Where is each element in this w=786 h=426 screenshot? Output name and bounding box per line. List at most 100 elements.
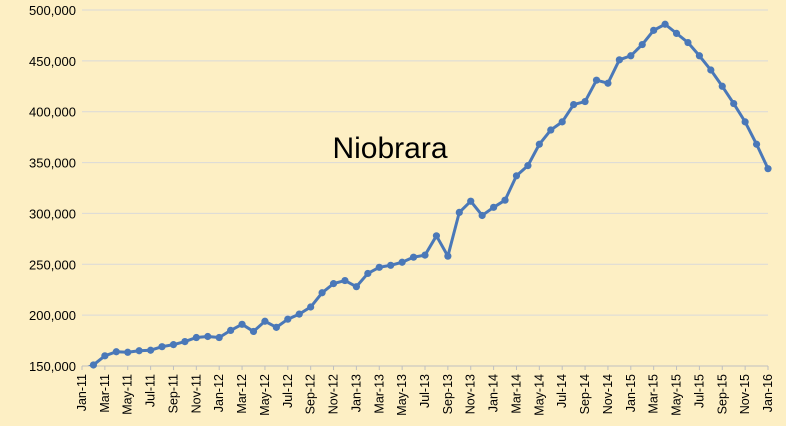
data-point xyxy=(398,258,406,266)
y-tick-label: 400,000 xyxy=(29,105,76,120)
data-point xyxy=(329,280,338,288)
data-point xyxy=(215,333,223,342)
data-point xyxy=(695,52,704,60)
data-point xyxy=(227,326,235,334)
data-point xyxy=(341,276,349,285)
data-point xyxy=(112,348,120,356)
x-tick-label: Sep-13 xyxy=(441,374,455,414)
x-tick-label: Sep-12 xyxy=(304,374,318,414)
data-point xyxy=(135,347,143,355)
y-axis-tick-labels: 150,000 200,000 250,000 300,000 350,000 400,0… xyxy=(29,3,76,374)
x-tick-label: Jan-12 xyxy=(212,374,226,412)
x-tick-label: Sep-15 xyxy=(715,374,729,414)
data-point xyxy=(604,79,612,87)
data-point xyxy=(615,56,623,64)
data-point xyxy=(650,26,658,34)
data-point xyxy=(284,315,292,323)
data-point xyxy=(672,29,681,37)
x-tick-label: Mar-11 xyxy=(98,374,112,413)
data-point xyxy=(158,343,166,351)
data-point xyxy=(661,20,669,28)
x-tick-label: Mar-14 xyxy=(509,374,523,414)
x-tick-label: May-13 xyxy=(395,374,409,416)
data-point xyxy=(249,327,258,336)
data-point xyxy=(455,208,463,217)
x-tick-label: Jul-15 xyxy=(692,374,706,408)
data-point xyxy=(261,317,269,325)
data-point xyxy=(535,140,543,148)
x-tick-label: Mar-12 xyxy=(235,374,249,414)
x-tick-label: May-15 xyxy=(670,374,684,416)
x-tick-label: Jul-12 xyxy=(281,374,295,408)
data-point xyxy=(581,97,589,106)
data-point xyxy=(169,341,178,349)
x-tick-label: Nov-12 xyxy=(327,374,341,414)
data-point xyxy=(638,40,646,49)
series-production xyxy=(87,20,772,369)
data-point xyxy=(192,333,200,342)
x-tick-label: May-12 xyxy=(258,374,272,416)
y-tick-label: 450,000 xyxy=(29,54,76,69)
data-point xyxy=(684,38,692,47)
data-point xyxy=(432,232,441,240)
data-point xyxy=(147,346,155,354)
y-tick-label: 200,000 xyxy=(29,308,76,323)
data-point xyxy=(318,289,326,297)
y-tick-label: 250,000 xyxy=(29,257,76,272)
data-point xyxy=(478,211,486,220)
x-tick-label: Nov-11 xyxy=(189,374,203,413)
x-tick-label: Jul-11 xyxy=(144,374,158,407)
x-tick-label: Jul-13 xyxy=(418,374,432,408)
x-tick-label: Jan-16 xyxy=(761,374,775,412)
data-point xyxy=(764,165,772,173)
y-tick-label: 150,000 xyxy=(29,359,76,374)
x-tick-label: Mar-15 xyxy=(647,374,661,414)
x-tick-label: Nov-13 xyxy=(464,374,478,414)
data-point xyxy=(204,332,212,341)
x-axis-tick-labels: Jan-11 Mar-11 May-11 Jul-11 Sep-11 Nov-11 Jan-… xyxy=(75,366,775,416)
x-tick-label: Jul-14 xyxy=(555,374,569,408)
y-tick-label: 500,000 xyxy=(29,3,76,18)
data-point xyxy=(352,283,360,291)
data-point xyxy=(444,252,452,260)
data-point xyxy=(307,303,315,311)
data-point xyxy=(627,52,635,60)
x-tick-label: Mar-13 xyxy=(372,374,386,414)
y-tick-label: 350,000 xyxy=(29,156,76,171)
data-point xyxy=(124,348,132,356)
x-tick-label: Nov-15 xyxy=(738,374,752,414)
x-tick-label: Sep-11 xyxy=(166,374,180,413)
data-point xyxy=(421,251,429,259)
y-tick-label: 300,000 xyxy=(29,206,76,221)
data-point xyxy=(375,263,383,271)
data-point xyxy=(101,352,109,360)
gridlines xyxy=(82,9,768,316)
data-point xyxy=(238,320,246,328)
data-point xyxy=(512,172,521,180)
chart-title: Niobrara xyxy=(332,132,447,165)
data-point xyxy=(89,361,98,369)
data-point xyxy=(741,118,749,126)
data-point xyxy=(524,162,532,170)
data-point xyxy=(409,253,418,261)
x-tick-label: May-11 xyxy=(121,374,135,415)
data-point xyxy=(718,82,726,90)
data-point xyxy=(730,99,738,108)
data-point xyxy=(364,269,372,278)
data-point xyxy=(387,261,395,269)
data-point xyxy=(501,196,509,204)
x-tick-label: Jan-15 xyxy=(624,374,638,412)
data-point xyxy=(490,203,498,211)
x-tick-label: May-14 xyxy=(532,374,546,416)
x-tick-label: Nov-14 xyxy=(601,374,615,414)
x-tick-label: Jan-11 xyxy=(75,374,89,411)
data-point xyxy=(570,100,578,109)
x-tick-label: Jan-14 xyxy=(487,374,501,412)
data-point xyxy=(181,337,189,346)
data-point xyxy=(467,197,475,205)
data-point xyxy=(272,323,280,331)
data-point xyxy=(295,310,303,318)
data-point xyxy=(592,76,601,84)
